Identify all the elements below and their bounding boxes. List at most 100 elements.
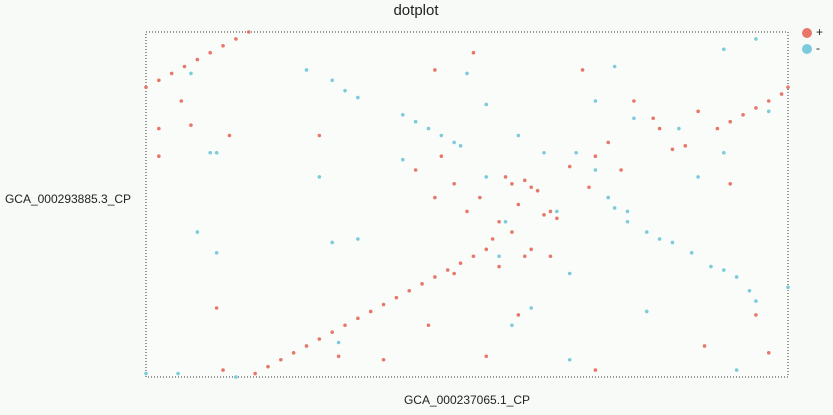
data-point <box>580 68 585 72</box>
data-point <box>189 123 193 127</box>
data-point <box>529 185 533 190</box>
data-point <box>317 337 322 341</box>
data-point <box>458 144 463 148</box>
data-point <box>279 357 283 362</box>
data-point <box>336 354 341 359</box>
data-point <box>356 95 360 100</box>
data-point <box>381 357 386 362</box>
data-point <box>214 306 219 310</box>
data-point <box>766 351 771 355</box>
data-point <box>728 119 733 124</box>
data-point <box>266 364 270 369</box>
data-point <box>433 68 437 72</box>
data-point <box>722 268 726 272</box>
data-point <box>394 295 399 300</box>
data-point <box>368 309 373 314</box>
data-point <box>490 237 495 241</box>
data-point <box>246 30 251 34</box>
data-point <box>157 78 161 83</box>
data-point <box>593 154 598 158</box>
data-point <box>343 323 347 328</box>
data-point <box>182 64 187 69</box>
data-point <box>593 99 598 103</box>
data-point <box>734 275 739 279</box>
data-point <box>651 116 655 121</box>
chart-title: dotplot <box>393 2 439 19</box>
legend-swatch <box>802 44 812 54</box>
x-axis-label: GCA_000237065.1_CP <box>404 393 530 407</box>
data-point <box>619 168 623 172</box>
data-point <box>632 99 636 103</box>
data-point <box>356 237 360 241</box>
data-point <box>670 147 675 152</box>
data-point <box>195 230 200 234</box>
data-point <box>330 240 334 245</box>
data-point <box>497 219 501 224</box>
data-point <box>497 264 501 269</box>
data-point <box>304 68 309 72</box>
legend-label: - <box>816 41 820 55</box>
data-point <box>555 209 559 214</box>
data-point <box>503 175 508 179</box>
data-point <box>574 150 578 155</box>
data-point <box>439 154 444 158</box>
data-point <box>522 254 527 259</box>
data-point <box>304 344 309 348</box>
data-point <box>426 126 431 131</box>
data-point <box>401 113 405 117</box>
data-point <box>555 216 559 221</box>
data-point <box>625 209 630 214</box>
data-point <box>625 219 630 224</box>
data-point <box>516 202 521 207</box>
data-point <box>413 168 418 172</box>
data-point <box>157 126 161 131</box>
data-point <box>465 209 469 214</box>
data-point <box>407 288 412 293</box>
data-point <box>728 182 733 186</box>
data-point <box>189 71 193 76</box>
data-point <box>445 268 450 272</box>
data-point <box>593 368 598 372</box>
data-point <box>516 133 521 138</box>
data-point <box>587 185 591 190</box>
data-point <box>747 288 752 293</box>
data-point <box>413 119 418 124</box>
data-point <box>234 37 238 41</box>
data-point <box>317 133 322 138</box>
data-point <box>722 150 726 155</box>
data-point <box>779 92 784 96</box>
data-point <box>401 157 405 162</box>
data-point <box>567 357 572 362</box>
data-point <box>420 282 424 286</box>
data-point <box>567 271 572 276</box>
data-point <box>336 340 341 345</box>
data-point <box>169 71 174 76</box>
data-point <box>484 102 489 107</box>
data-point <box>766 99 771 103</box>
data-point <box>356 316 360 321</box>
data-point <box>484 354 489 359</box>
data-point <box>548 209 553 214</box>
data-point <box>657 126 662 131</box>
data-point <box>381 302 386 307</box>
data-point <box>452 271 456 276</box>
data-point <box>612 206 617 210</box>
data-point <box>234 375 238 379</box>
data-point <box>471 50 476 55</box>
data-point <box>330 78 334 83</box>
data-point <box>208 150 212 155</box>
data-point <box>786 285 790 290</box>
data-point <box>696 109 700 114</box>
data-point <box>529 306 533 310</box>
data-point <box>452 140 456 145</box>
data-point <box>754 299 758 303</box>
data-point <box>478 195 482 200</box>
legend-label: + <box>816 25 823 39</box>
data-point <box>644 230 649 234</box>
data-point <box>157 154 161 158</box>
data-point <box>510 182 514 186</box>
data-point <box>702 344 707 348</box>
data-point <box>754 37 758 41</box>
data-point <box>195 57 200 62</box>
data-point <box>208 50 212 55</box>
